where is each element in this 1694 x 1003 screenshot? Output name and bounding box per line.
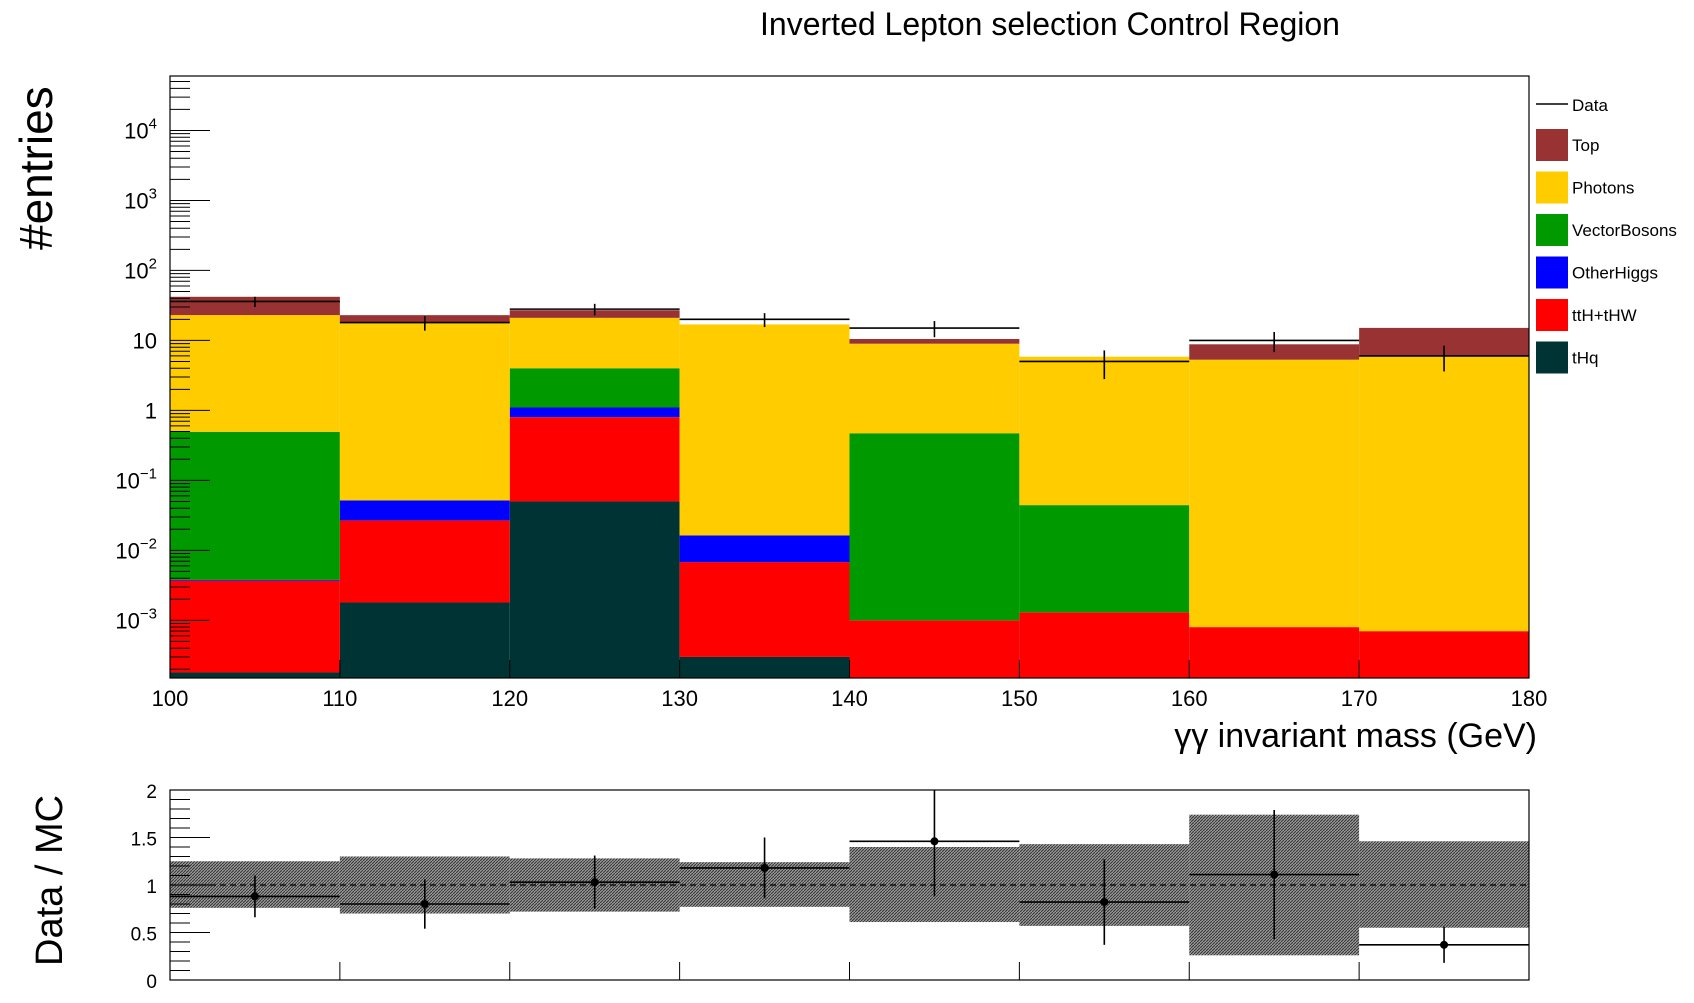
- ratio-y-tick-label: 0.5: [131, 925, 157, 946]
- bar-photons: [1189, 359, 1360, 628]
- ratio-y-tick-label: 2: [146, 782, 157, 803]
- x-tick-label: 150: [1001, 686, 1038, 711]
- bar-tth-thw: [1359, 631, 1529, 678]
- ratio-y-axis-label: Data / MC: [29, 795, 71, 966]
- x-tick-label: 140: [831, 686, 868, 711]
- y-tick-label: 104: [124, 115, 157, 143]
- ratio-point: [420, 900, 429, 908]
- legend-swatch: [1536, 299, 1568, 331]
- bar-otherhiggs: [170, 579, 340, 581]
- bar-photons: [509, 317, 680, 369]
- bar-thq: [339, 602, 510, 678]
- x-axis-label: γγ invariant mass (GeV): [1174, 717, 1537, 755]
- ratio-y-tick-label: 1.5: [131, 830, 157, 851]
- x-tick-label: 100: [152, 686, 189, 711]
- ratio-point: [760, 863, 769, 872]
- bar-tth-thw: [849, 620, 1020, 678]
- x-tick-label: 160: [1171, 686, 1208, 711]
- ratio-axes: 0 0.5 1 1.5 2: [131, 782, 1530, 993]
- bar-thq: [679, 656, 850, 678]
- bar-tth-thw: [339, 520, 510, 603]
- bar-vectorbosons: [1019, 505, 1190, 613]
- bar-photons: [1359, 355, 1529, 632]
- legend: Data Top Photons VectorBosons OtherHiggs ttH+…: [1536, 96, 1677, 374]
- ratio-point: [1440, 940, 1449, 949]
- bar-thq: [509, 501, 680, 678]
- x-tick-label: 170: [1341, 686, 1378, 711]
- chart-title: Inverted Lepton selection Control Region: [760, 6, 1340, 42]
- bar-photons: [339, 322, 510, 501]
- y-tick-label: 103: [124, 185, 157, 213]
- x-tick-label: 120: [491, 686, 528, 711]
- bar-vectorbosons: [509, 368, 680, 408]
- ratio-y-tick-label: 1: [146, 877, 157, 898]
- legend-swatch: [1536, 256, 1568, 289]
- x-axis: 100 110 120 130 140 150 160 170 180: [152, 660, 1548, 711]
- bar-photons: [170, 315, 340, 432]
- legend-label: VectorBosons: [1572, 221, 1677, 240]
- legend-swatch: [1536, 171, 1568, 204]
- bar-tth-thw: [509, 417, 680, 502]
- bar-tth-thw: [679, 562, 850, 657]
- x-tick-label: 130: [661, 686, 698, 711]
- legend-label: Photons: [1572, 179, 1634, 198]
- ratio-point: [250, 892, 259, 901]
- ratio-point: [1270, 870, 1279, 879]
- y-tick-label: 1: [145, 398, 157, 423]
- stack-area: [170, 296, 1529, 678]
- y-tick-label: 102: [124, 255, 157, 283]
- legend-label: Data: [1572, 96, 1608, 115]
- y-tick-label: 10−1: [115, 465, 157, 493]
- legend-label: tHq: [1572, 349, 1598, 368]
- bar-tth-thw: [1189, 627, 1360, 678]
- bar-vectorbosons: [170, 431, 340, 580]
- ratio-point: [930, 837, 939, 846]
- y-axis-label: #entries: [10, 86, 62, 250]
- bar-top: [849, 339, 1020, 344]
- bar-photons: [1019, 356, 1190, 506]
- x-tick-label: 110: [322, 686, 357, 711]
- y-axis: 10−3 10−2 10−1 1 10 102 103 104: [115, 75, 210, 670]
- data-points: [170, 296, 1529, 380]
- ratio-point: [590, 878, 599, 887]
- bar-photons: [849, 343, 1020, 434]
- ratio-point: [1100, 898, 1109, 907]
- legend-label: Top: [1572, 136, 1599, 155]
- y-tick-label: 10: [133, 328, 157, 353]
- bar-otherhiggs: [509, 407, 680, 418]
- ratio-points: [170, 790, 1529, 963]
- bar-tth-thw: [1019, 612, 1190, 678]
- bar-otherhiggs: [679, 535, 850, 563]
- y-tick-label: 10−2: [115, 535, 157, 563]
- legend-swatch: [1536, 341, 1568, 374]
- y-tick-label: 10−3: [115, 605, 157, 633]
- x-tick-label: 180: [1511, 686, 1548, 711]
- legend-swatch: [1536, 129, 1568, 161]
- legend-swatch: [1536, 214, 1568, 246]
- bar-otherhiggs: [339, 500, 510, 521]
- legend-label: ttH+tHW: [1572, 306, 1637, 325]
- legend-label: OtherHiggs: [1572, 264, 1658, 283]
- bar-thq: [170, 672, 340, 678]
- ratio-y-tick-label: 0: [146, 972, 157, 993]
- bar-vectorbosons: [849, 433, 1020, 621]
- bar-tth-thw: [170, 580, 340, 673]
- bar-photons: [679, 324, 850, 536]
